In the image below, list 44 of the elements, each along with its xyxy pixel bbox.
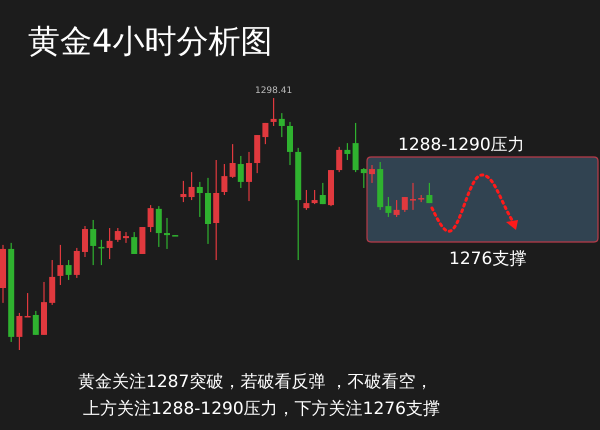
candlestick	[312, 189, 318, 205]
candlestick	[238, 155, 244, 189]
candlestick	[369, 164, 375, 184]
candlestick	[270, 97, 277, 127]
candlestick	[74, 247, 80, 279]
candlestick	[418, 194, 424, 203]
candlestick	[57, 244, 64, 286]
candlestick	[278, 112, 285, 138]
candlestick	[230, 144, 236, 178]
candlestick	[336, 146, 342, 173]
candlestick	[114, 227, 121, 242]
text: 1298.41	[254, 86, 292, 96]
candlestick	[82, 225, 88, 258]
candlestick	[131, 231, 138, 255]
candlestick	[410, 182, 416, 210]
candlestick	[98, 239, 104, 266]
candlestick	[90, 219, 96, 266]
candlestick	[24, 292, 31, 318]
candlestick	[246, 151, 252, 202]
candlestick	[106, 227, 113, 260]
annotation: 1288-1290压力	[398, 135, 525, 155]
text: 1276支撑	[449, 249, 526, 269]
candlestick	[303, 189, 310, 210]
candlestick	[66, 259, 72, 281]
candlestick	[16, 312, 22, 351]
candlestick	[123, 231, 129, 244]
candlestick	[196, 181, 203, 218]
candlestick	[402, 196, 408, 213]
candlestick	[32, 310, 39, 336]
candlestick	[221, 163, 228, 196]
candlestick	[180, 180, 186, 203]
text: 黄金关注1287突破，若破看反弹 ，不破看空，	[78, 372, 433, 392]
candlestick	[320, 182, 326, 205]
candlestick	[360, 167, 367, 189]
candlestick	[344, 142, 350, 161]
text: 上方关注1288-1290压力，下方关注1276支撑	[83, 399, 440, 419]
candlestick	[394, 199, 400, 218]
candlestick	[426, 182, 432, 204]
candlestick	[164, 217, 170, 250]
candlestick	[148, 204, 154, 233]
candlestick	[262, 122, 268, 145]
candlestick	[188, 171, 195, 201]
candlestick	[385, 196, 392, 218]
chart-title: 黄金4小时分析图	[28, 22, 272, 60]
